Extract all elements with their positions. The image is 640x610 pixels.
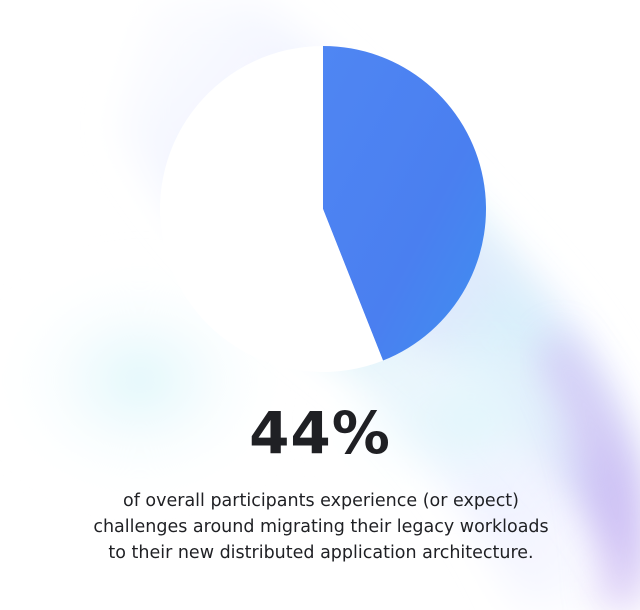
caption-line-1: of overall participants experience (or e… bbox=[122, 491, 519, 511]
caption-line-3: to their new distributed application arc… bbox=[108, 543, 534, 563]
percentage-value: 44% bbox=[249, 399, 391, 467]
chart-caption: of overall participants experience (or e… bbox=[40, 488, 602, 566]
pie-slice-remainder bbox=[159, 46, 384, 372]
caption-line-2: challenges around migrating their legacy… bbox=[93, 517, 549, 537]
pie-slice-highlight bbox=[323, 46, 486, 361]
pie-chart bbox=[159, 46, 486, 372]
